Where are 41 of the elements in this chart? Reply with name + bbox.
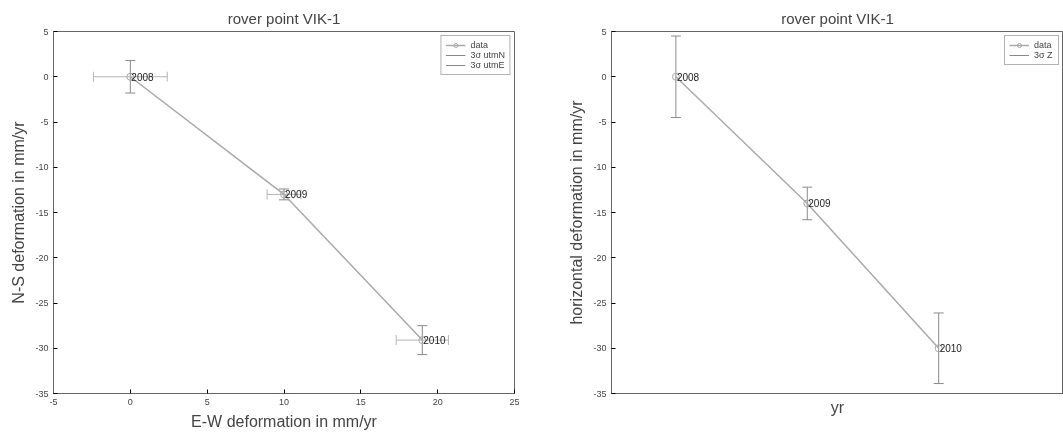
annotation: 2008: [676, 71, 700, 83]
x-axis-title: E-W deformation in mm/yr: [191, 412, 378, 430]
y-tick-label: -35: [35, 388, 49, 399]
x-tick-label: 20: [432, 396, 443, 407]
y-tick-label: -15: [593, 207, 607, 218]
y-tick-label: -20: [35, 252, 49, 263]
y-tick-label: 5: [601, 26, 607, 37]
y-tick-label: -35: [593, 388, 607, 399]
annotation: 2010: [423, 335, 446, 347]
chart-title: rover point VIK-1: [227, 9, 341, 27]
chart-title: rover point VIK-1: [781, 9, 894, 27]
y-tick-label: -25: [593, 298, 607, 308]
annotation: 3σ Z: [1034, 50, 1054, 60]
x-tick-label: 5: [204, 396, 210, 407]
y-tick-label: -5: [598, 117, 607, 127]
y-tick-label: -10: [35, 162, 49, 173]
y-tick-label: 0: [43, 71, 49, 82]
y-tick-label: -25: [35, 298, 49, 308]
y-tick-label: -5: [40, 117, 49, 127]
y-tick-label: 5: [43, 26, 49, 37]
y-tick-label: -30: [35, 343, 49, 354]
annotation: 3σ utmE: [470, 60, 505, 70]
x-tick-label: 15: [355, 396, 366, 407]
x-axis-title: yr: [830, 398, 845, 416]
legend-label: data: [470, 40, 489, 50]
y-tick-label: 0: [601, 71, 607, 82]
y-tick-label: -10: [593, 162, 607, 173]
x-tick-label: 0: [127, 396, 133, 407]
y-tick-label: -20: [593, 252, 607, 263]
x-tick-label: 25: [509, 396, 520, 407]
annotation: 2009: [808, 198, 831, 210]
y-tick-label: -30: [593, 343, 607, 354]
annotation: 2009: [285, 189, 308, 201]
y-tick-label: -15: [35, 207, 49, 218]
annotation: 2008: [131, 71, 155, 83]
annotation: 2010: [939, 343, 963, 355]
annotation: 3σ utmN: [470, 50, 505, 60]
legend-label: data: [1034, 40, 1053, 50]
y-axis-title: horizontal deformation in mm/yr: [568, 99, 586, 325]
x-tick-label: 10: [278, 396, 290, 407]
y-axis-title: N-S deformation in mm/yr: [10, 120, 28, 304]
